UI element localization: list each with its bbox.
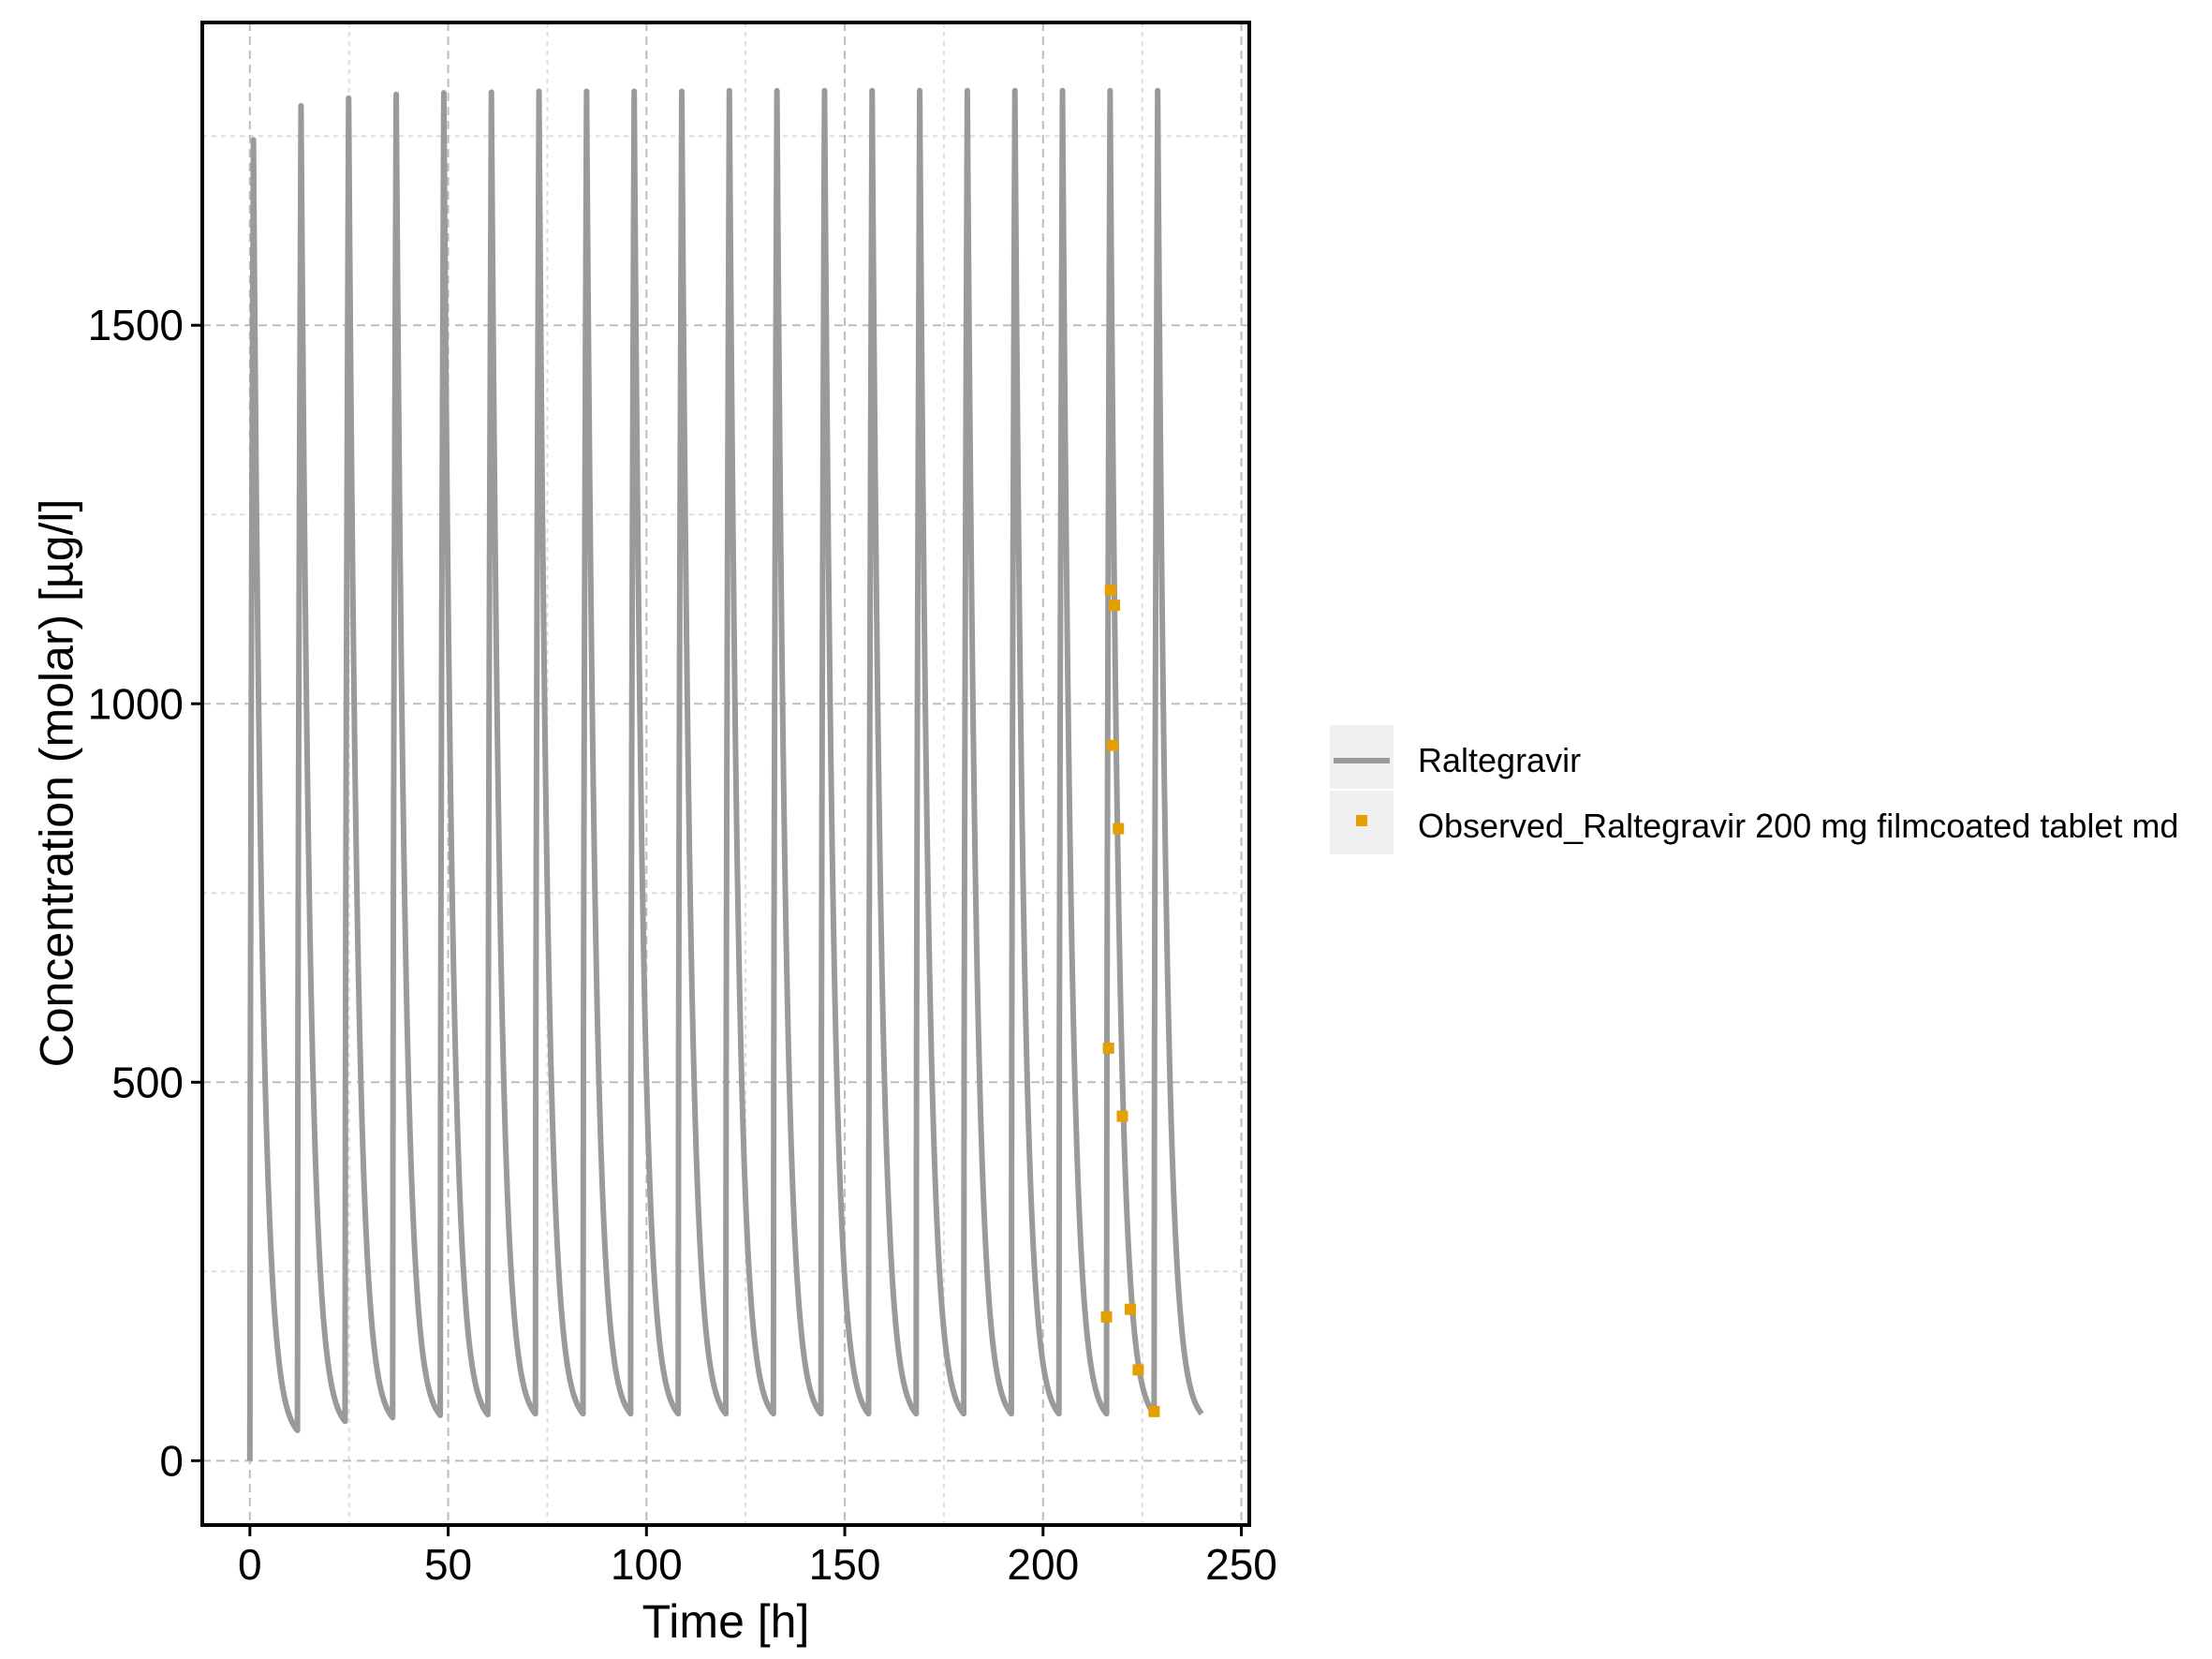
observed-point bbox=[1106, 739, 1118, 751]
observed-point bbox=[1148, 1405, 1160, 1417]
x-tick-label: 0 bbox=[238, 1540, 262, 1589]
x-axis-title: Time [h] bbox=[642, 1595, 810, 1648]
legend-key-raltegravir bbox=[1330, 725, 1394, 789]
y-axis-title: Concentration (molar) [µg/l] bbox=[31, 499, 83, 1068]
observed-point bbox=[1124, 1303, 1136, 1315]
y-tick-label: 1000 bbox=[88, 679, 184, 728]
y-tick-label: 0 bbox=[159, 1436, 184, 1485]
legend-label-raltegravir: Raltegravir bbox=[1418, 741, 1581, 779]
x-axis: 0 50 100 150 200 250 bbox=[238, 1525, 1277, 1589]
y-tick-label: 500 bbox=[111, 1058, 184, 1106]
x-tick-label: 200 bbox=[1007, 1540, 1079, 1589]
observed-point bbox=[1100, 1311, 1113, 1323]
series-layer bbox=[246, 87, 1204, 1461]
observed-point bbox=[1109, 600, 1121, 612]
panel-border bbox=[200, 21, 1251, 1527]
legend: Raltegravir Observed_Raltegravir 200 mg … bbox=[1330, 725, 2178, 854]
x-tick-label: 50 bbox=[424, 1540, 472, 1589]
x-tick-label: 250 bbox=[1205, 1540, 1277, 1589]
y-axis: 0 500 1000 1500 bbox=[88, 301, 202, 1485]
observed-point bbox=[1132, 1364, 1144, 1376]
observed-point bbox=[1113, 822, 1125, 835]
observed-point bbox=[1116, 1110, 1128, 1122]
observed-point bbox=[1104, 585, 1116, 597]
legend-label-observed: Observed_Raltegravir 200 mg filmcoated t… bbox=[1418, 807, 2178, 845]
legend-point-swatch bbox=[1356, 815, 1367, 826]
x-tick-label: 100 bbox=[611, 1540, 683, 1589]
observed-point bbox=[1102, 1042, 1114, 1054]
x-tick-label: 150 bbox=[809, 1540, 881, 1589]
series-line-raltegravir bbox=[246, 87, 1204, 1461]
y-tick-label: 1500 bbox=[88, 301, 184, 349]
